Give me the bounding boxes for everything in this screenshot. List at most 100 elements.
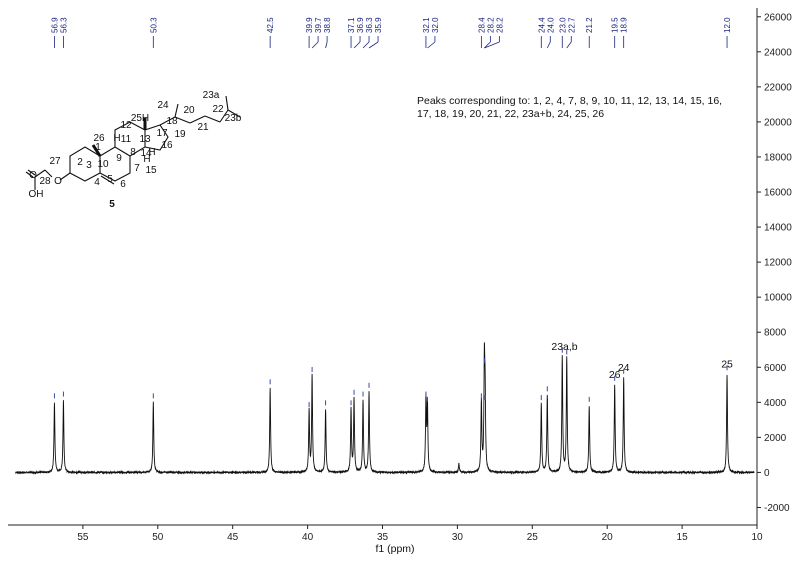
y-tick-label: 20000	[764, 117, 792, 128]
peak-annotation: 23a,b	[551, 341, 577, 353]
peak-shift-label: 19.5	[611, 17, 620, 33]
atom-label: 3	[86, 160, 92, 171]
atom-label: 25H	[131, 113, 149, 124]
atom-label: 7	[134, 163, 140, 174]
atom-label: 28	[39, 176, 51, 187]
peak-shift-label: 50.3	[149, 17, 158, 33]
atom-label: H	[143, 154, 150, 165]
peak-shift-label: 24.0	[546, 17, 555, 33]
molecule-structure	[25, 95, 241, 190]
atom-label: OH	[29, 189, 44, 200]
peak-shift-label: 32.0	[431, 17, 440, 33]
y-tick-label: 24000	[764, 47, 792, 58]
atom-label: H	[148, 147, 155, 158]
y-tick-label: 22000	[764, 82, 792, 93]
atom-label: 4	[94, 177, 100, 188]
atom-label: 6	[120, 179, 126, 190]
peak-shift-label: 28.4	[477, 17, 486, 33]
peak-shift-label: 23.0	[558, 17, 567, 33]
peak-shift-label: 36.3	[365, 17, 374, 33]
peak-shift-label: 38.8	[323, 17, 332, 33]
atom-label: 1	[95, 142, 101, 153]
atom-label: 2	[77, 157, 83, 168]
y-tick-label: 26000	[764, 12, 792, 23]
x-tick-label: 55	[77, 532, 89, 543]
x-axis-ticks: 55 50 45 40 35 30 25 20 15 10	[77, 525, 763, 543]
y-tick-label: 10000	[764, 293, 792, 304]
molecule-atom-labels: 26 H12 34 5 67891011121314151617181920212223…	[29, 90, 242, 210]
y-tick-label: 4000	[764, 398, 787, 409]
peak-shift-leader	[362, 41, 370, 49]
atom-label: 24	[157, 100, 169, 111]
y-tick-label: 16000	[764, 188, 792, 199]
atom-label: 23b	[225, 113, 242, 124]
y-tick-label: -2000	[764, 503, 790, 514]
atom-label: 21	[197, 122, 209, 133]
x-tick-label: 25	[527, 532, 539, 543]
peak-shift-label: 39.7	[314, 17, 323, 33]
y-axis-ticks: -2000 0 2000 4000 6000 8000 10000 12000 14000 160…	[757, 12, 792, 514]
spectrum-trace	[15, 342, 755, 475]
x-tick-label: 40	[302, 532, 314, 543]
peak-assignment-note: Peaks corresponding to: 1, 2, 4, 7, 8, 9…	[417, 95, 723, 120]
y-tick-label: 14000	[764, 223, 792, 234]
peak-shift-label: 56.9	[50, 17, 59, 33]
y-tick-label: 0	[764, 468, 770, 479]
y-tick-label: 2000	[764, 433, 787, 444]
peak-annotation: 25	[721, 358, 733, 370]
peak-shift-label: 24.4	[537, 17, 546, 33]
peak-shift-label: 39.9	[305, 17, 314, 33]
peak-shift-leader	[325, 41, 328, 49]
atom-label: 11	[121, 134, 132, 145]
peak-shift-label: 42.5	[266, 17, 275, 33]
peak-shift-leader	[566, 41, 572, 49]
peak-shift-label: 21.2	[585, 17, 594, 33]
peak-shift-labels: 56.9 56.3 50.3 42.5 39.9 39.7 38.8 37.1 36.9 36.3…	[50, 17, 732, 49]
peak-shift-leader	[484, 41, 500, 49]
atom-label: 26	[93, 133, 105, 144]
peak-shift-label: 35.9	[374, 17, 383, 33]
peak-shift-leader	[427, 41, 436, 49]
atom-label: H	[113, 133, 120, 144]
atom-label: 13	[139, 134, 151, 145]
atom-label: 20	[183, 105, 195, 116]
atom-label: 19	[174, 129, 186, 140]
x-tick-label: 50	[152, 532, 164, 543]
peak-shift-leader	[353, 41, 361, 49]
atom-label: 9	[116, 153, 122, 164]
peak-shift-leader	[311, 41, 319, 49]
atom-label: O	[54, 176, 62, 187]
x-tick-label: 10	[751, 532, 763, 543]
peak-shift-label: 28.2	[486, 17, 495, 33]
y-tick-label: 6000	[764, 363, 787, 374]
y-tick-label: 8000	[764, 328, 787, 339]
atom-label: 14	[140, 148, 152, 159]
peak-annotation: 24	[618, 362, 630, 374]
peak-shift-leader	[368, 41, 379, 49]
atom-label: 18	[166, 116, 178, 127]
atom-label: O	[29, 170, 37, 181]
atom-label: 10	[97, 159, 109, 170]
atom-label: 5	[107, 174, 113, 185]
atom-label: 15	[145, 165, 157, 176]
peak-shift-leader	[484, 41, 491, 49]
peak-markers	[53, 347, 728, 408]
x-axis-title: f1 (ppm)	[375, 543, 415, 555]
x-tick-label: 15	[677, 532, 689, 543]
y-tick-label: 18000	[764, 152, 792, 163]
x-tick-label: 30	[452, 532, 464, 543]
atom-label: 23a	[203, 90, 220, 101]
atom-label: 27	[49, 156, 61, 167]
x-tick-label: 35	[377, 532, 389, 543]
peak-shift-label: 28.2	[495, 17, 504, 33]
atom-label: 16	[161, 140, 173, 151]
x-tick-label: 45	[227, 532, 239, 543]
peak-shift-label: 22.7	[567, 17, 576, 33]
peak-shift-label: 37.1	[347, 17, 356, 33]
atom-label: 8	[130, 147, 136, 158]
peak-shift-label: 56.3	[59, 17, 68, 33]
atom-label: 17	[156, 128, 168, 139]
peak-shift-label: 18.9	[620, 17, 629, 33]
